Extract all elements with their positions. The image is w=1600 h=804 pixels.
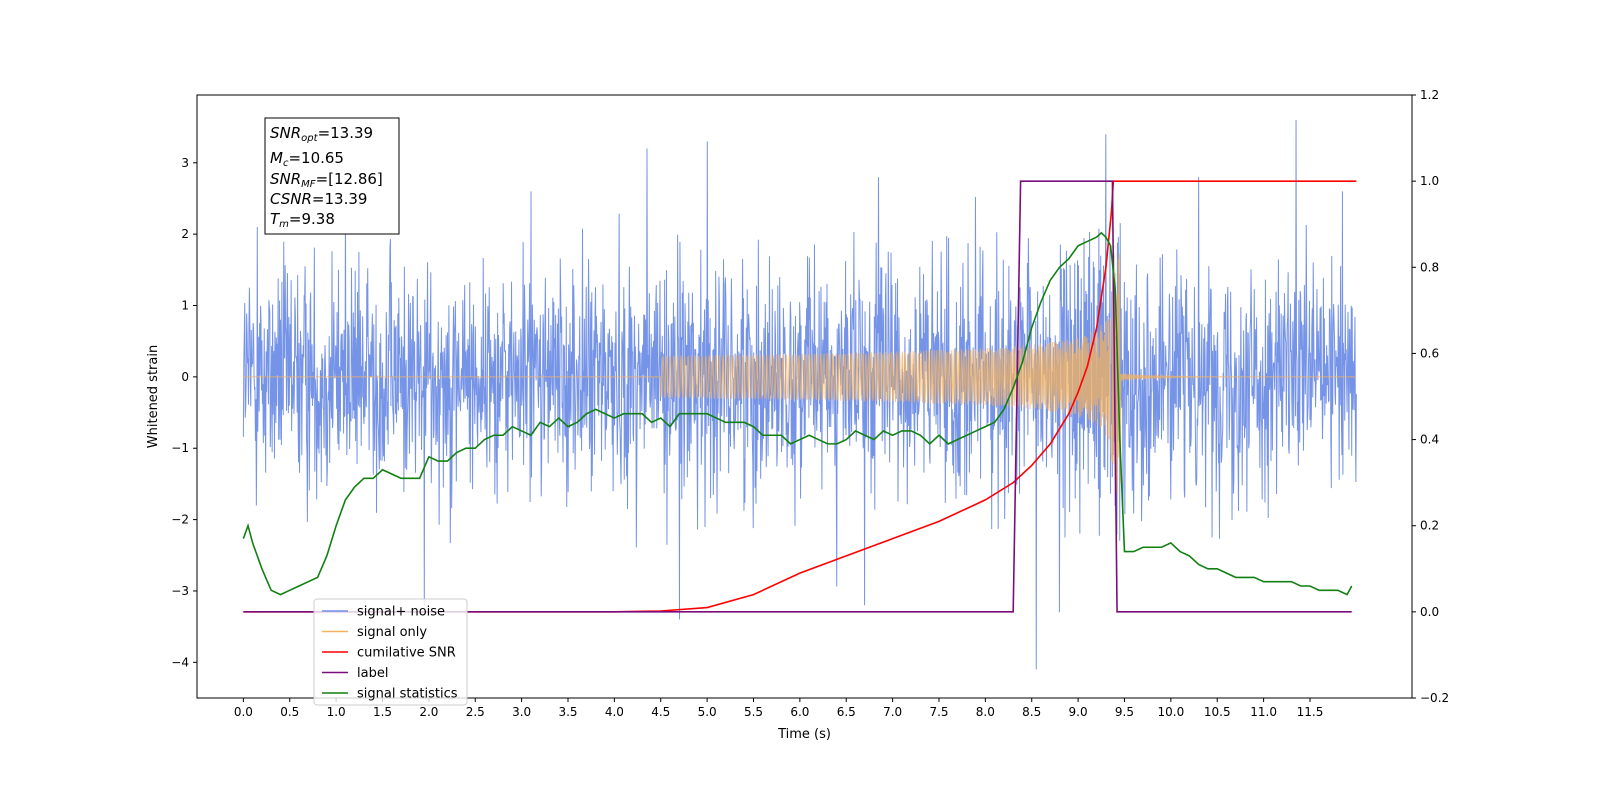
legend-label: signal statistics	[357, 687, 458, 702]
y2-tick-label: 0.6	[1420, 346, 1439, 360]
x-tick-label: 11.5	[1297, 705, 1324, 719]
annotation-line: Mc=10.65	[270, 149, 344, 169]
legend-label: label	[357, 666, 388, 681]
x-tick-label: 11.0	[1250, 705, 1277, 719]
annotation-line: SNRopt=13.39	[270, 124, 373, 144]
plot-area	[242, 119, 1357, 670]
x-tick-label: 4.0	[605, 705, 624, 719]
series-cumulative-snr	[243, 180, 1357, 613]
x-tick-label: 9.0	[1069, 705, 1088, 719]
y-tick-label: 3	[181, 156, 189, 170]
x-tick-label: 7.5	[929, 705, 948, 719]
legend-frame	[313, 598, 468, 706]
x-tick-label: 2.5	[466, 705, 485, 719]
series-signal-noise	[242, 119, 1357, 670]
x-tick-label: 8.5	[1022, 705, 1041, 719]
y-axis-right: −0.2 0.0 0.2 0.4 0.6 0.8 1.0 1.2	[1412, 88, 1449, 705]
legend: signal+ noise signal only cumilative SNR la…	[313, 598, 468, 706]
y-tick-label: 2	[181, 227, 189, 241]
y2-tick-label: 1.2	[1420, 88, 1439, 102]
series-signal-statistics	[242, 231, 1353, 596]
y-tick-label: 0	[181, 370, 189, 384]
y2-tick-label: 0.8	[1420, 260, 1439, 274]
y2-tick-label: 0.4	[1420, 433, 1439, 447]
legend-label: cumilative SNR	[357, 646, 456, 661]
series-signal-only	[243, 252, 1357, 501]
annotation-box: SNRopt=13.39 Mc=10.65SNRMF=[12.86]CSNR=13…	[264, 117, 400, 235]
y-axis-label: Whitened strain	[146, 345, 161, 448]
y-tick-label: 1	[181, 299, 189, 313]
x-tick-label: 3.0	[512, 705, 531, 719]
annotation-frame	[264, 117, 400, 235]
x-tick-label: 5.0	[698, 705, 717, 719]
legend-label: signal+ noise	[357, 605, 445, 620]
series-label	[243, 180, 1352, 613]
x-tick-label: 0.0	[234, 705, 253, 719]
y-tick-label: −3	[171, 584, 189, 598]
x-tick-label: 0.5	[280, 705, 299, 719]
axes-frame	[196, 94, 1413, 699]
x-tick-label: 6.5	[837, 705, 856, 719]
x-axis-label: Time (s)	[777, 727, 831, 742]
y-axis-left: −4 −3 −2 −1 0 1 2 3	[171, 156, 197, 669]
x-axis: 0.0 0.5 1.0 1.5 2.0 2.5 3.0 3.5 4.0 4.5 5.0 5.5 6.0 6…	[234, 698, 1324, 719]
x-tick-label: 10.0	[1157, 705, 1184, 719]
x-tick-label: 2.0	[419, 705, 438, 719]
annotation-line: SNRMF=[12.86]	[270, 170, 383, 190]
x-tick-label: 9.5	[1115, 705, 1134, 719]
x-tick-label: 7.0	[883, 705, 902, 719]
annotation-line: Tm=9.38	[270, 210, 335, 230]
x-tick-label: 8.0	[976, 705, 995, 719]
x-tick-label: 6.0	[790, 705, 809, 719]
y2-tick-label: 1.0	[1420, 174, 1439, 188]
y-tick-label: −4	[171, 655, 189, 669]
x-tick-label: 1.0	[327, 705, 346, 719]
x-tick-label: 3.5	[558, 705, 577, 719]
x-tick-label: 5.5	[744, 705, 763, 719]
x-tick-label: 4.5	[651, 705, 670, 719]
y-tick-label: −2	[171, 513, 189, 527]
y2-tick-label: 0.2	[1420, 519, 1439, 533]
y2-tick-label: −0.2	[1420, 691, 1449, 705]
x-tick-label: 10.5	[1204, 705, 1231, 719]
y-tick-label: −1	[171, 441, 189, 455]
annotation-line: CSNR=13.39	[270, 190, 367, 208]
legend-label: signal only	[357, 625, 427, 640]
y2-tick-label: 0.0	[1420, 605, 1439, 619]
x-tick-label: 1.5	[373, 705, 392, 719]
